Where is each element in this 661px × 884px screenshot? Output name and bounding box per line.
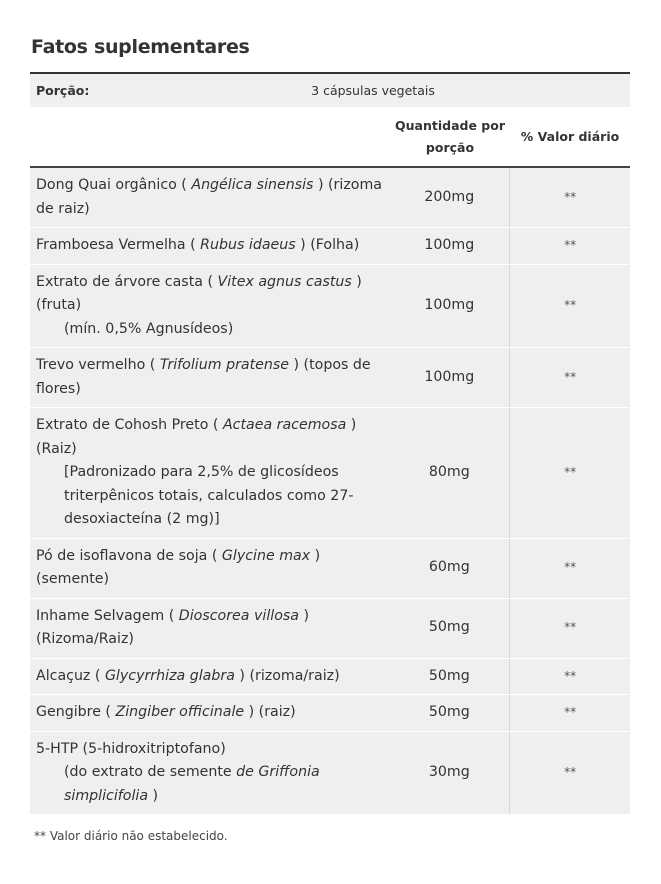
ingredient-name: Framboesa Vermelha ( Rubus idaeus ) (Fol… (30, 228, 389, 264)
table-row: Trevo vermelho ( Trifolium pratense ) (t… (30, 348, 630, 408)
table-header: Quantidade por porção % Valor diário (30, 107, 630, 168)
daily-value: ** (509, 228, 630, 264)
detail-text: (do extrato de semente (64, 764, 237, 780)
table-row: Dong Quai orgânico ( Angélica sinensis )… (30, 168, 630, 228)
name-text: Pó de isoflavona de soja ( (36, 547, 222, 564)
latin-name: Rubus idaeus (200, 237, 296, 253)
detail-text: ) (148, 787, 159, 804)
ingredient-detail: (do extrato de semente de Griffonia simp… (36, 761, 389, 808)
ingredient-main: Framboesa Vermelha ( Rubus idaeus ) (Fol… (36, 234, 389, 258)
ingredient-main: 5-HTP (5-hidroxitriptofano) (36, 738, 389, 762)
name-text: Alcaçuz ( (36, 667, 105, 684)
latin-name: Trifolium pratense (159, 357, 289, 373)
amount-per-serving: 30mg (428, 764, 470, 780)
daily-value: ** (509, 168, 630, 227)
amount-per-serving: 50mg (428, 704, 470, 720)
name-text: ) (Folha) (295, 237, 360, 253)
page-title: Fatos suplementares (31, 36, 250, 58)
amount-per-serving: 100mg (424, 368, 475, 385)
latin-name: Vitex agnus castus (217, 273, 352, 290)
table-row: Pó de isoflavona de soja ( Glycine max )… (30, 538, 630, 599)
serving-label: Porção: (36, 83, 90, 98)
ingredient-main: Alcaçuz ( Glycyrrhiza glabra ) (rizoma/r… (36, 665, 389, 689)
latin-name: Glycyrrhiza glabra (104, 667, 235, 684)
amount-per-serving: 60mg (428, 559, 470, 576)
ingredient-main: Extrato de árvore casta ( Vitex agnus ca… (36, 271, 389, 318)
ingredient-name: Extrato de árvore casta ( Vitex agnus ca… (30, 265, 389, 348)
name-text: ) (fruta) (36, 273, 362, 314)
ingredient-name: Pó de isoflavona de soja ( Glycine max )… (30, 539, 389, 598)
name-text: ) (raiz) (244, 704, 296, 720)
name-text: Dong Quai orgânico ( (36, 177, 192, 193)
name-text: ) (topos de flores) (36, 357, 371, 397)
latin-name: de Griffonia simplicifolia (64, 764, 320, 804)
table-row: Framboesa Vermelha ( Rubus idaeus ) (Fol… (30, 228, 630, 265)
daily-value: ** (509, 408, 630, 538)
detail-text: (mín. 0,5% Agnusídeos) (64, 320, 234, 337)
name-text: Extrato de árvore casta ( (36, 273, 218, 290)
amount-per-serving: 50mg (428, 619, 470, 636)
detail-text: [Padronizado para 2,5% de glicosídeos tr… (64, 464, 354, 527)
amount-per-serving: 200mg (424, 188, 475, 205)
amount-per-serving: 100mg (424, 297, 475, 313)
amount-per-serving: 100mg (424, 237, 475, 253)
name-text: ) (rizoma/raiz) (234, 667, 340, 684)
latin-name: Angélica sinensis (191, 177, 314, 193)
name-text: Gengibre ( (36, 704, 116, 720)
ingredient-name: Gengibre ( Zingiber officinale ) (raiz) (30, 695, 389, 731)
table-row: Gengibre ( Zingiber officinale ) (raiz) 5… (30, 695, 630, 732)
latin-name: Zingiber officinale (115, 704, 245, 720)
name-text: Framboesa Vermelha ( (36, 237, 201, 253)
name-text: ) (Raiz) (36, 417, 357, 457)
header-daily-value: % Valor diário (520, 129, 620, 144)
latin-name: Actaea racemosa (222, 417, 347, 433)
supplement-facts-table: Porção: 3 cápsulas vegetais Quantidade p… (30, 72, 630, 815)
ingredient-main: Dong Quai orgânico ( Angélica sinensis )… (36, 174, 389, 221)
daily-value: ** (509, 348, 630, 407)
ingredient-name: Alcaçuz ( Glycyrrhiza glabra ) (rizoma/r… (30, 659, 389, 695)
amount-per-serving: 50mg (428, 667, 470, 684)
table-row: Inhame Selvagem ( Dioscorea villosa ) (R… (30, 598, 630, 659)
ingredient-name: 5-HTP (5-hidroxitriptofano) (do extrato d… (30, 732, 389, 815)
name-text: Inhame Selvagem ( (36, 607, 179, 624)
amount-per-serving: 80mg (428, 464, 470, 480)
latin-name: Dioscorea villosa (178, 607, 299, 624)
table-row: Alcaçuz ( Glycyrrhiza glabra ) (rizoma/r… (30, 658, 630, 695)
ingredient-main: Extrato de Cohosh Preto ( Actaea racemos… (36, 414, 389, 461)
ingredient-name: Trevo vermelho ( Trifolium pratense ) (t… (30, 348, 389, 407)
header-amount: Quantidade por porção (395, 117, 505, 155)
ingredient-detail: (mín. 0,5% Agnusídeos) (36, 318, 389, 342)
ingredient-main: Trevo vermelho ( Trifolium pratense ) (t… (36, 354, 389, 401)
table-row: Extrato de Cohosh Preto ( Actaea racemos… (30, 408, 630, 539)
table-row: Extrato de árvore casta ( Vitex agnus ca… (30, 264, 630, 348)
daily-value: ** (509, 538, 630, 598)
daily-value: ** (509, 731, 630, 814)
ingredient-name: Inhame Selvagem ( Dioscorea villosa ) (R… (30, 599, 389, 658)
ingredient-name: Dong Quai orgânico ( Angélica sinensis )… (30, 168, 389, 227)
serving-value: 3 cápsulas vegetais (311, 83, 435, 98)
name-text: 5-HTP (5-hidroxitriptofano) (36, 740, 226, 757)
ingredient-detail: [Padronizado para 2,5% de glicosídeos tr… (36, 461, 389, 532)
name-text: Trevo vermelho ( (36, 357, 160, 373)
daily-value: ** (509, 658, 630, 694)
name-text: ) (rizoma de raiz) (36, 177, 382, 217)
daily-value: ** (509, 598, 630, 658)
table-row: 5-HTP (5-hidroxitriptofano) (do extrato d… (30, 731, 630, 815)
name-text: ) (semente) (36, 547, 321, 588)
ingredient-main: Inhame Selvagem ( Dioscorea villosa ) (R… (36, 605, 389, 652)
latin-name: Glycine max (221, 547, 311, 564)
name-text: ) (Rizoma/Raiz) (36, 607, 310, 648)
daily-value: ** (509, 264, 630, 347)
name-text: Extrato de Cohosh Preto ( (36, 417, 223, 433)
ingredient-main: Gengibre ( Zingiber officinale ) (raiz) (36, 701, 389, 725)
footnote: ** Valor diário não estabelecido. (34, 829, 228, 843)
serving-size-row: Porção: 3 cápsulas vegetais (30, 74, 630, 107)
daily-value: ** (509, 695, 630, 731)
ingredient-main: Pó de isoflavona de soja ( Glycine max )… (36, 545, 389, 592)
table-body: Dong Quai orgânico ( Angélica sinensis )… (30, 168, 630, 815)
ingredient-name: Extrato de Cohosh Preto ( Actaea racemos… (30, 408, 389, 538)
